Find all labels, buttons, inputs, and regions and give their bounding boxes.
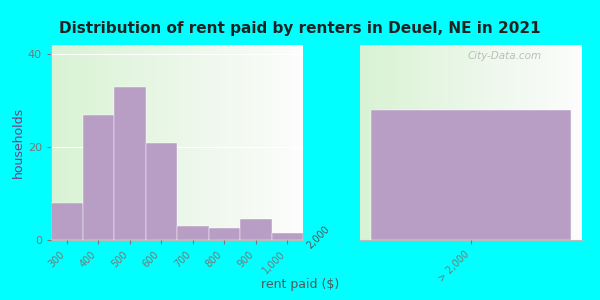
Text: rent paid ($): rent paid ($) — [261, 278, 339, 291]
Bar — [146, 142, 177, 240]
Text: City-Data.com: City-Data.com — [468, 51, 542, 61]
Bar — [371, 110, 571, 240]
Bar — [83, 115, 114, 240]
Bar — [240, 219, 271, 240]
Text: Distribution of rent paid by renters in Deuel, NE in 2021: Distribution of rent paid by renters in … — [59, 21, 541, 36]
Bar — [51, 203, 83, 240]
Bar — [271, 233, 303, 240]
Bar — [209, 228, 240, 240]
Text: 2,000: 2,000 — [305, 224, 331, 251]
Bar — [177, 226, 209, 240]
Bar — [114, 87, 146, 240]
Y-axis label: households: households — [12, 107, 25, 178]
